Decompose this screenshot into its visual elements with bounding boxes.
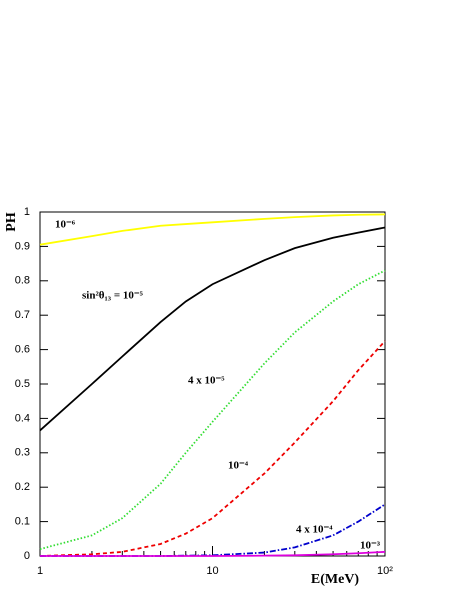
y-tick-label: 0.3	[15, 447, 30, 459]
y-tick-label: 0.7	[15, 309, 30, 321]
x-tick-label: 10	[206, 565, 218, 577]
series-line	[40, 550, 386, 557]
y-axis-label: PH	[4, 212, 19, 232]
series-line	[39, 269, 386, 550]
y-tick-label: 0.9	[15, 240, 30, 252]
y-tick-label: 0.8	[15, 275, 30, 287]
x-tick-label: 1	[37, 565, 43, 577]
series-line	[39, 213, 386, 246]
y-tick-label: 0	[24, 550, 30, 562]
series-label: 10⁻⁴	[228, 460, 249, 472]
y-tick-label: 0.1	[15, 516, 30, 528]
series-label: 10⁻³	[360, 540, 381, 552]
series-label: 10⁻⁶	[55, 219, 76, 231]
series-label: 4 x 10⁻⁴	[296, 524, 333, 536]
series-label: 4 x 10⁻⁵	[188, 375, 225, 387]
y-tick-label: 0.6	[15, 344, 30, 356]
y-tick-label: 0.4	[15, 412, 30, 424]
y-tick-label: 0.2	[15, 481, 30, 493]
x-tick-label: 10²	[377, 565, 393, 577]
series-label: sin²θ₁₃ = 10⁻⁵	[82, 290, 144, 302]
series-line	[39, 340, 386, 557]
x-axis-label: E(MeV)	[311, 572, 360, 587]
y-tick-label: 1	[24, 206, 30, 218]
y-tick-label: 0.5	[15, 378, 30, 390]
series-line	[39, 226, 386, 432]
